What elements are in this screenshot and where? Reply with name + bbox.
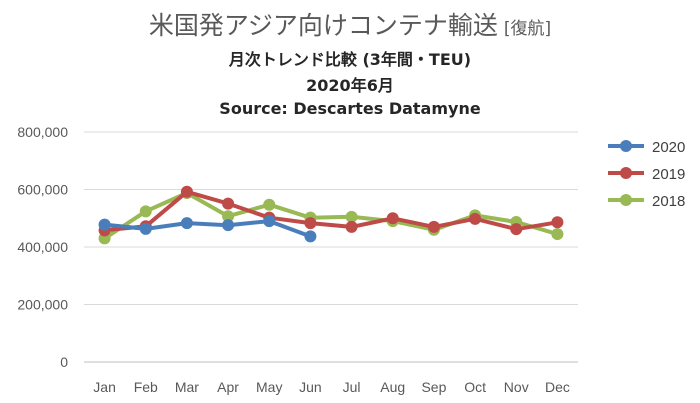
data-point-2019 (551, 216, 564, 229)
data-point-2020 (263, 215, 276, 228)
chart-title: 米国発アジア向けコンテナ輸送 [復航] (0, 6, 700, 42)
y-tick-label: 800,000 (17, 124, 68, 140)
y-tick-label: 0 (60, 354, 68, 370)
legend-marker-2018 (620, 194, 632, 206)
data-point-2019 (386, 212, 399, 225)
y-tick-label: 600,000 (17, 182, 68, 198)
data-point-2018 (139, 205, 152, 218)
series-line-2018 (102, 191, 560, 241)
x-tick-label: Nov (504, 379, 529, 395)
data-point-2019 (304, 217, 317, 230)
x-tick-label: Sep (421, 379, 446, 395)
data-point-2018 (551, 228, 564, 241)
chart-title-main: 米国発アジア向けコンテナ輸送 (148, 11, 498, 40)
x-tick-label: May (256, 379, 282, 395)
data-point-2020 (139, 222, 152, 235)
chart-date: 2020年6月 (306, 76, 394, 95)
chart-subtitle: 月次トレンド比較 (3年間・TEU) (228, 50, 472, 69)
data-point-2018 (345, 210, 358, 223)
x-tick-label: Aug (380, 379, 405, 395)
legend-label-2018: 2018 (652, 193, 685, 210)
x-tick-label: Dec (545, 379, 570, 395)
x-tick-label: Jul (343, 379, 361, 395)
chart-source: Source: Descartes Datamyne (219, 99, 481, 118)
legend-label-2019: 2019 (652, 166, 685, 183)
x-tick-label: Mar (175, 379, 199, 395)
data-point-2018 (263, 198, 276, 211)
data-point-2020 (98, 218, 111, 231)
y-tick-label: 400,000 (17, 239, 68, 255)
data-point-2020 (180, 217, 193, 230)
series-line-2019 (102, 189, 560, 233)
data-point-2019 (345, 220, 358, 233)
legend-label-2020: 2020 (652, 139, 685, 156)
x-tick-label: Apr (217, 379, 239, 395)
data-point-2018 (222, 210, 235, 223)
legend-marker-2020 (620, 140, 632, 152)
legend-marker-2019 (620, 167, 632, 179)
data-point-2019 (510, 223, 523, 236)
data-point-2019 (469, 212, 482, 225)
data-point-2019 (180, 185, 193, 198)
chart-title-bracket: [復航] (503, 19, 552, 39)
x-tick-label: Jan (93, 379, 116, 395)
data-point-2020 (222, 219, 235, 232)
data-point-2019 (427, 220, 440, 233)
y-tick-label: 200,000 (17, 297, 68, 313)
series-line-2020 (102, 219, 313, 239)
data-point-2019 (222, 197, 235, 210)
x-tick-label: Feb (134, 379, 158, 395)
x-tick-label: Jun (299, 379, 322, 395)
x-tick-label: Oct (464, 379, 486, 395)
data-point-2020 (304, 230, 317, 243)
